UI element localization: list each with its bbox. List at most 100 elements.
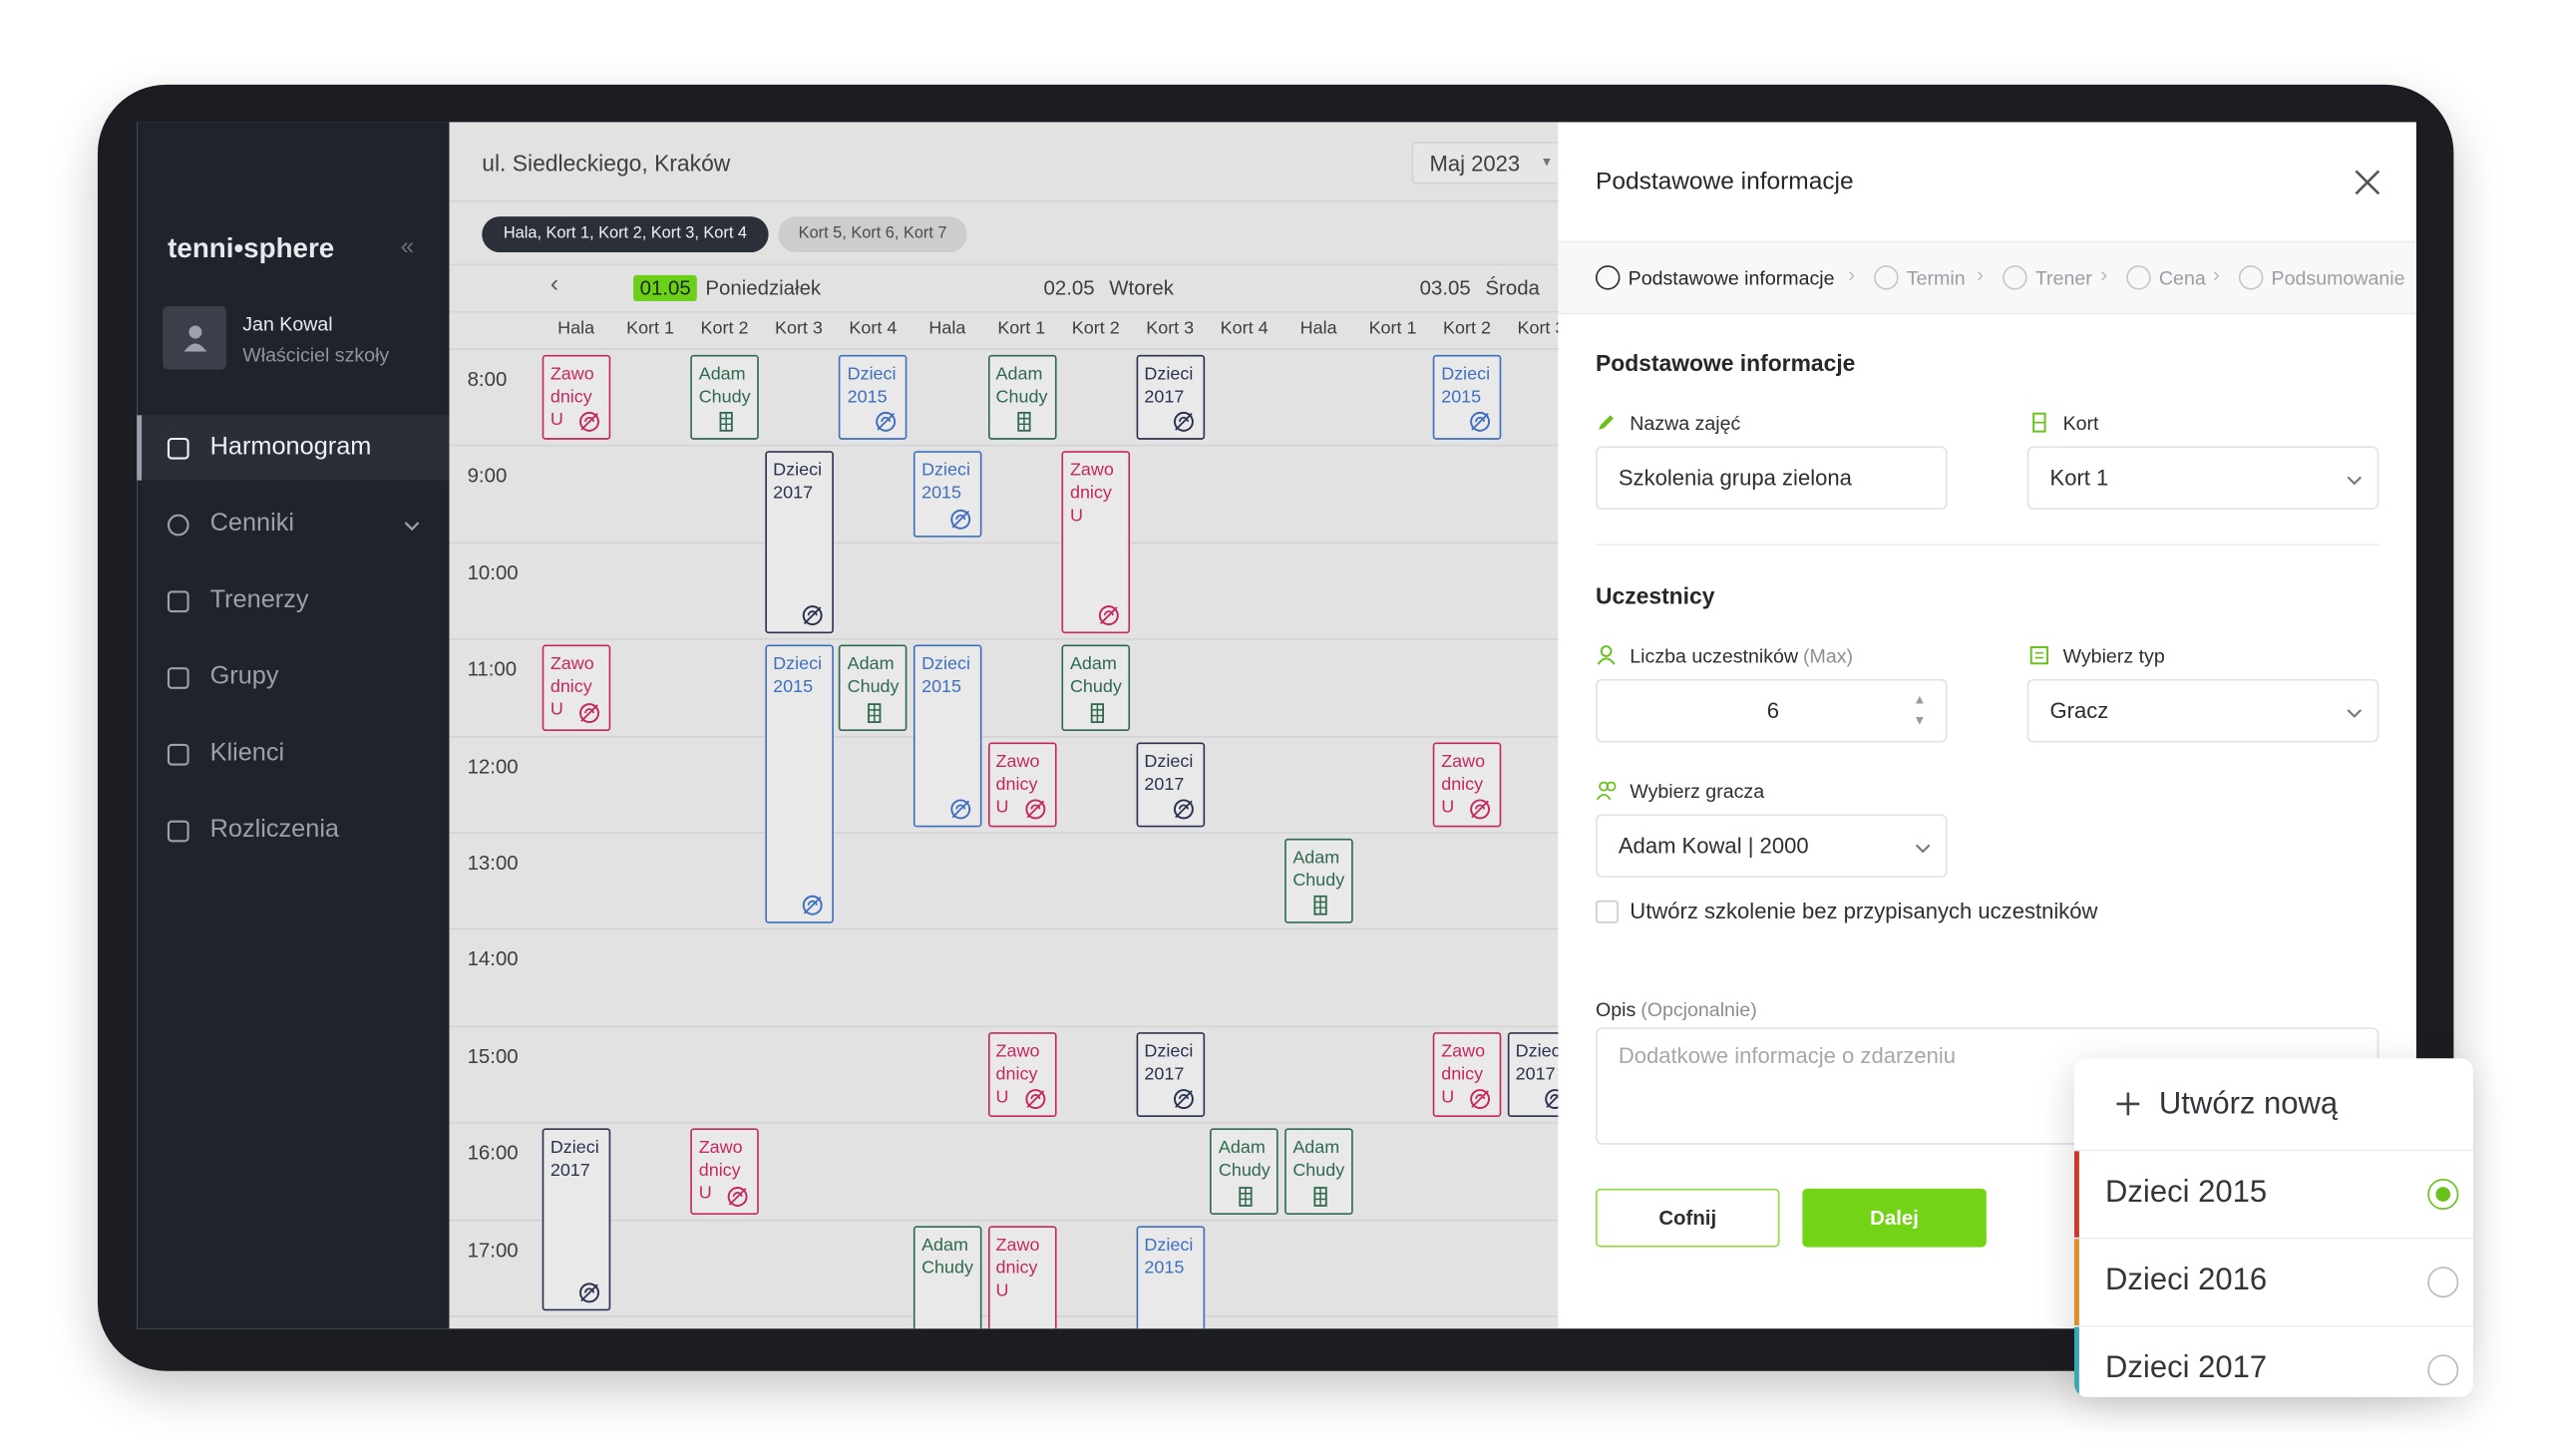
time-label: 16:00	[467, 1141, 519, 1165]
nav-label: Grupy	[209, 662, 279, 691]
event[interactable]: Adam Chudy	[690, 354, 760, 441]
field-hint: (Max)	[1802, 644, 1854, 668]
nav-label: Klienci	[209, 739, 285, 767]
input[interactable]: 6 ▲ ▼	[1595, 678, 1948, 743]
nav-item[interactable]: Rozliczenia	[137, 798, 449, 863]
icon-part	[579, 702, 599, 723]
field-label: Wybierz typ	[2062, 644, 2165, 668]
prev-week[interactable]: ‹	[549, 270, 558, 298]
event[interactable]: Dzieci 2015	[1136, 1225, 1205, 1329]
icon-part	[1091, 703, 1104, 722]
event[interactable]: Dzieci 2017	[1136, 741, 1205, 828]
column-header: Hala	[928, 318, 966, 339]
day-header: 01.05 Poniedziałek	[633, 273, 821, 302]
checkbox[interactable]	[1595, 900, 1619, 923]
event[interactable]: Adam Chudy	[1210, 1128, 1279, 1215]
day-header: 02.05 Wtorek	[1037, 273, 1174, 302]
nav-item[interactable]: Harmonogram	[137, 415, 450, 481]
icon-part	[876, 412, 897, 433]
option-radio	[2427, 1354, 2459, 1386]
icon-part	[167, 667, 189, 689]
filter-pill[interactable]: Kort 5, Kort 6, Kort 7	[778, 216, 967, 253]
time-label: 10:00	[467, 560, 519, 584]
create-option[interactable]: Utwórz nową	[2074, 1058, 2473, 1149]
event[interactable]: Zawodnicy U	[542, 354, 611, 441]
day-header: 03.05 Środa	[1413, 273, 1540, 302]
nav-item[interactable]: Trenerzy	[137, 568, 449, 633]
field-icon	[1596, 412, 1617, 433]
option-color	[2073, 1239, 2079, 1327]
option-color	[2073, 1326, 2079, 1397]
next-button[interactable]: Dalej	[1802, 1188, 1987, 1248]
select-chevron	[1913, 837, 1933, 857]
group-option[interactable]: Dzieci 2017	[2073, 1324, 2473, 1397]
step-circle	[1874, 265, 1899, 290]
icon-part	[802, 896, 823, 916]
input[interactable]: Kort 1	[2026, 446, 2379, 511]
input[interactable]: Adam Kowal | 2000	[1595, 814, 1948, 878]
time-label: 17:00	[467, 1238, 519, 1262]
select-chevron	[2345, 469, 2365, 489]
input[interactable]: Szkolenia grupa zielona	[1595, 446, 1948, 511]
user-name: Jan Kowal	[242, 312, 333, 336]
nav-item[interactable]: Grupy	[137, 645, 449, 710]
event-icon	[1309, 895, 1332, 917]
step-circle	[2126, 265, 2151, 290]
event[interactable]: Adam Chudy	[1061, 644, 1131, 731]
event[interactable]: Zawodnicy U	[987, 741, 1056, 828]
option-label: Dzieci 2016	[2105, 1263, 2268, 1298]
nav-item[interactable]: Cenniki	[137, 492, 449, 556]
close-button[interactable]	[2353, 168, 2381, 196]
icon-part	[167, 590, 189, 613]
step-label: Podstawowe informacje	[1628, 266, 1835, 290]
input-value: 6	[1766, 698, 1780, 723]
collapse-button[interactable]: «	[400, 232, 415, 261]
step-circle	[1595, 265, 1621, 290]
icon-part	[1470, 412, 1491, 433]
event[interactable]: Adam Chudy	[839, 644, 909, 731]
event[interactable]: Dzieci 2017	[1136, 354, 1205, 441]
nav-item[interactable]: Klienci	[137, 721, 449, 786]
day-name: Poniedziałek	[705, 276, 822, 300]
event[interactable]: Dzieci 2015	[912, 451, 982, 538]
icon-part	[1017, 413, 1029, 432]
field-icon	[2028, 412, 2049, 433]
event[interactable]: Adam Chudy	[912, 1225, 982, 1329]
event[interactable]: Dzieci 2017	[765, 451, 834, 634]
icon-part	[1600, 645, 1613, 657]
month-select[interactable]: Maj 2023 ▼	[1411, 142, 1559, 184]
event[interactable]: Zawodnicy U	[690, 1128, 760, 1215]
event[interactable]: Dzieci 2015	[1433, 354, 1502, 441]
event[interactable]: Zawodnicy U	[1061, 451, 1131, 634]
event-icon	[864, 701, 887, 724]
event[interactable]: Dzieci 2015	[839, 354, 909, 441]
day-name: Środa	[1485, 276, 1540, 300]
event[interactable]: Zawodnicy U	[1433, 741, 1502, 828]
event[interactable]: Dzieci 2017	[1136, 1031, 1205, 1118]
input[interactable]: Gracz	[2026, 678, 2379, 743]
group-option[interactable]: Dzieci 2015	[2073, 1149, 2473, 1240]
event[interactable]: Zawodnicy U	[987, 1225, 1056, 1329]
month-label: Maj 2023	[1429, 151, 1521, 177]
icon-part	[1596, 781, 1617, 801]
column-header: Kort 2	[700, 318, 749, 339]
filter-pill[interactable]: Hala, Kort 1, Kort 2, Kort 3, Kort 4	[482, 216, 769, 253]
event[interactable]: Zawodnicy U	[987, 1031, 1056, 1118]
time-label: 14:00	[467, 947, 519, 971]
icon-part	[950, 509, 971, 530]
event[interactable]: Dzieci 2017	[1507, 1031, 1559, 1118]
column-header: Kort 4	[849, 318, 898, 339]
group-option[interactable]: Dzieci 2016	[2073, 1237, 2473, 1327]
event[interactable]: Zawodnicy U	[542, 644, 611, 731]
event[interactable]: Dzieci 2017	[542, 1128, 611, 1311]
event[interactable]: Dzieci 2015	[765, 644, 834, 924]
event[interactable]: Adam Chudy	[1284, 1128, 1353, 1215]
event[interactable]: Zawodnicy U	[1433, 1031, 1502, 1118]
icon-part	[579, 1282, 599, 1303]
event[interactable]: Adam Chudy	[987, 354, 1056, 441]
step-label: Trener	[2034, 266, 2092, 290]
event[interactable]: Adam Chudy	[1284, 838, 1353, 924]
event[interactable]: Dzieci 2015	[912, 644, 982, 828]
back-button[interactable]: Cofnij	[1595, 1188, 1780, 1248]
